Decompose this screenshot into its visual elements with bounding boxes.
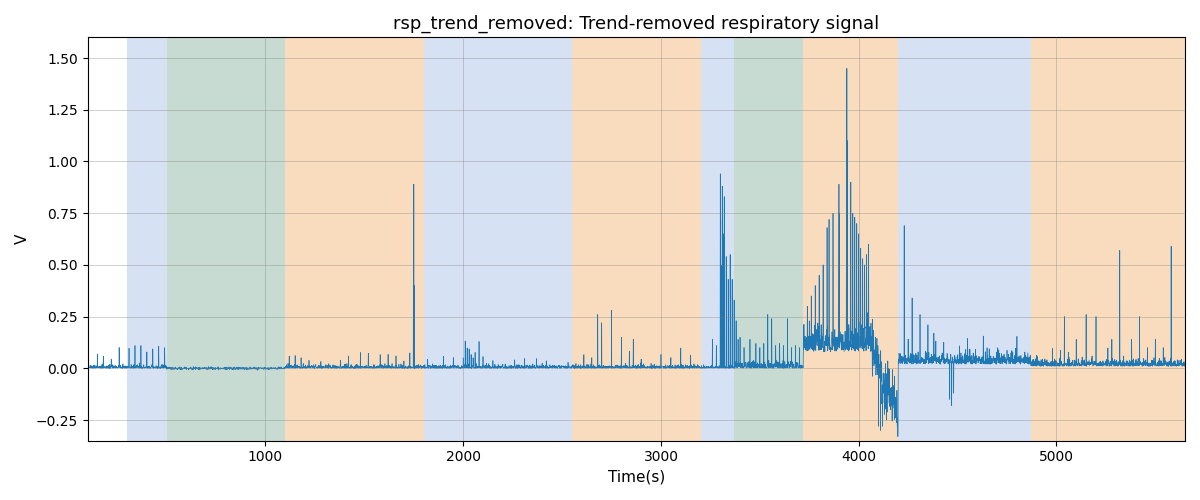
- Bar: [127, 38, 167, 440]
- Bar: [572, 38, 701, 440]
- Title: rsp_trend_removed: Trend-removed respiratory signal: rsp_trend_removed: Trend-removed respira…: [394, 15, 880, 34]
- Y-axis label: V: V: [14, 234, 30, 244]
- X-axis label: Time(s): Time(s): [607, 470, 665, 485]
- Bar: [734, 38, 803, 440]
- Bar: [1031, 38, 1184, 440]
- Bar: [167, 38, 286, 440]
- Bar: [899, 38, 1031, 440]
- Bar: [286, 38, 424, 440]
- Bar: [734, 38, 803, 440]
- Bar: [701, 38, 734, 440]
- Bar: [424, 38, 572, 440]
- Bar: [167, 38, 286, 440]
- Bar: [803, 38, 899, 440]
